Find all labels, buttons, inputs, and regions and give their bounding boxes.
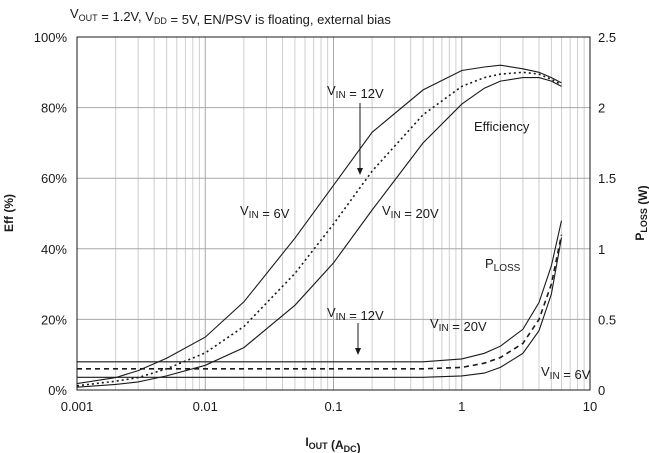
annotation-eff-vin6: VIN = 6V: [240, 203, 290, 221]
ploss-20v-line: [77, 220, 563, 363]
x-axis-label: IOUT (ADC): [305, 435, 360, 453]
ploss-arrow-head: [355, 348, 361, 355]
series-lines: [76, 64, 563, 388]
annotation-ploss-vin12: VIN = 12V: [327, 305, 384, 323]
y-left-tick-label: 80%: [41, 101, 67, 116]
ploss-12v-line: [77, 234, 563, 370]
y-right-tick-label: 1: [598, 242, 605, 257]
y-left-axis-label: Eff (%): [2, 194, 16, 232]
efficiency-6v-line: [76, 64, 562, 385]
y-right-tick-label: 1.5: [598, 171, 616, 186]
x-tick-label: 0.1: [324, 399, 342, 414]
x-tick-label: 0.01: [193, 399, 218, 414]
annotation-ploss: PLOSS: [485, 256, 521, 274]
tick-labels: 0.001 0.01 0.1 1 100%20%40%60%80%100%00.511.…: [34, 30, 616, 414]
y-left-tick-label: 100%: [34, 30, 68, 45]
annotation-ploss-vin20: VIN = 20V: [430, 316, 487, 334]
y-right-tick-label: 0: [598, 383, 605, 398]
y-left-tick-label: 0%: [48, 383, 67, 398]
plot-frame: [76, 36, 591, 391]
y-left-tick-label: 40%: [41, 242, 67, 257]
x-tick-label: 0.001: [61, 399, 94, 414]
annotation-ploss-vin6: VIN = 6V: [541, 364, 591, 382]
efficiency-12v-line: [76, 71, 562, 387]
annotations: VIN = 12V Efficiency VIN = 6V VIN = 20V PLOS…: [240, 83, 591, 382]
grid: [76, 37, 590, 390]
y-right-tick-label: 0.5: [598, 312, 616, 327]
chart-title: VOUT = 1.2V, VDD = 5V, EN/PSV is floatin…: [70, 6, 391, 27]
x-tick-label: 1: [458, 399, 465, 414]
annotation-eff-vin12: VIN = 12V: [327, 83, 384, 101]
annotation-eff-vin20: VIN = 20V: [382, 203, 439, 221]
y-right-tick-label: 2.5: [598, 30, 616, 45]
ploss-6v-line: [77, 237, 563, 378]
y-right-axis-label: PLOSS (W): [633, 185, 649, 240]
y-right-tick-label: 2: [598, 101, 605, 116]
y-left-tick-label: 60%: [41, 171, 67, 186]
y-left-tick-label: 20%: [41, 312, 67, 327]
efficiency-20v-line: [76, 77, 562, 388]
x-tick-label: 10: [583, 399, 597, 414]
annotation-efficiency: Efficiency: [474, 119, 530, 134]
efficiency-arrow-head: [357, 168, 363, 175]
